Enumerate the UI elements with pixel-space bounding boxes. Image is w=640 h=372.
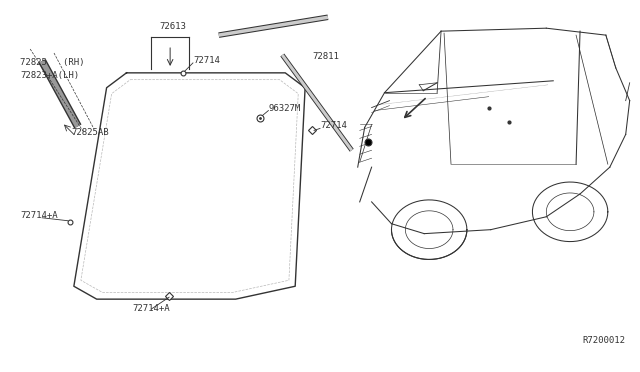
- Text: 72825AB: 72825AB: [72, 128, 109, 137]
- Text: 72714: 72714: [320, 121, 347, 131]
- Text: R7200012: R7200012: [582, 336, 626, 345]
- Text: 72613: 72613: [159, 22, 186, 31]
- Text: 72714+A: 72714+A: [132, 304, 170, 313]
- Text: 96327M: 96327M: [268, 103, 301, 113]
- Text: 72811: 72811: [312, 52, 339, 61]
- Text: 72714: 72714: [193, 56, 220, 65]
- Text: 72823+A(LH): 72823+A(LH): [20, 71, 79, 80]
- Text: 72714+A: 72714+A: [20, 211, 58, 220]
- Text: 72825   (RH): 72825 (RH): [20, 58, 84, 67]
